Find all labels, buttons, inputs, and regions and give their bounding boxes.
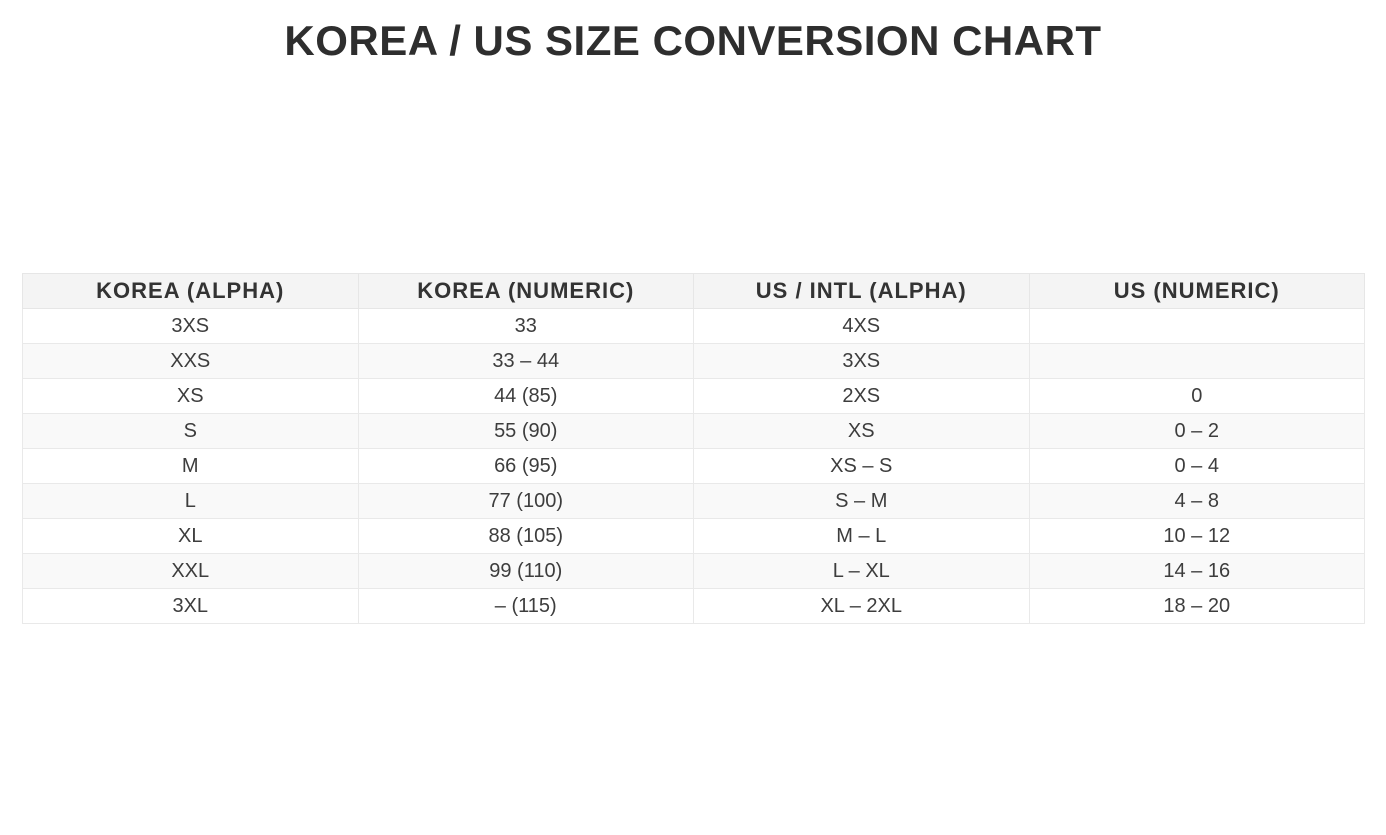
table-cell: 0 – 2	[1028, 413, 1365, 450]
size-conversion-table-container: KOREA (ALPHA) KOREA (NUMERIC) US / INTL (A…	[22, 272, 1365, 625]
table-cell: 33	[357, 308, 694, 345]
table-cell: L – XL	[693, 553, 1030, 590]
table-body: 3XS 33 4XS XXS 33 – 44 3XS XS 44 (85) 2XS 0 S 55 (9…	[22, 308, 1365, 625]
table-cell: 88 (105)	[357, 518, 694, 555]
table-cell: 66 (95)	[357, 448, 694, 485]
table-cell: M	[22, 448, 359, 485]
table-cell: 77 (100)	[357, 483, 694, 520]
column-header: KOREA (ALPHA)	[22, 272, 359, 310]
table-cell: XS – S	[693, 448, 1030, 485]
table-cell: 4XS	[693, 308, 1030, 345]
table-cell: XL	[22, 518, 359, 555]
table-cell: XXS	[22, 343, 359, 380]
table-row: 3XL – (115) XL – 2XL 18 – 20	[22, 588, 1365, 625]
table-cell: S – M	[693, 483, 1030, 520]
table-cell: XS	[693, 413, 1030, 450]
table-cell: 2XS	[693, 378, 1030, 415]
table-cell: S	[22, 413, 359, 450]
table-cell: XL – 2XL	[693, 588, 1030, 625]
table-row: XS 44 (85) 2XS 0	[22, 378, 1365, 415]
table-cell: 55 (90)	[357, 413, 694, 450]
table-cell: 18 – 20	[1028, 588, 1365, 625]
table-cell: XS	[22, 378, 359, 415]
table-cell: – (115)	[357, 588, 694, 625]
table-cell: 3XS	[22, 308, 359, 345]
page-title: KOREA / US SIZE CONVERSION CHART	[284, 17, 1102, 64]
table-row: XXS 33 – 44 3XS	[22, 343, 1365, 380]
table-cell: 0	[1028, 378, 1365, 415]
column-header: US (NUMERIC)	[1028, 272, 1365, 310]
table-header: KOREA (ALPHA) KOREA (NUMERIC) US / INTL (A…	[22, 272, 1365, 310]
table-row: S 55 (90) XS 0 – 2	[22, 413, 1365, 450]
table-cell: 3XL	[22, 588, 359, 625]
table-cell: 0 – 4	[1028, 448, 1365, 485]
table-cell: 3XS	[693, 343, 1030, 380]
table-header-row: KOREA (ALPHA) KOREA (NUMERIC) US / INTL (A…	[22, 272, 1365, 310]
table-cell: M – L	[693, 518, 1030, 555]
table-row: XL 88 (105) M – L 10 – 12	[22, 518, 1365, 555]
table-cell: 33 – 44	[357, 343, 694, 380]
table-cell: 14 – 16	[1028, 553, 1365, 590]
size-conversion-table: KOREA (ALPHA) KOREA (NUMERIC) US / INTL (A…	[22, 272, 1365, 625]
table-cell: 4 – 8	[1028, 483, 1365, 520]
table-cell: XXL	[22, 553, 359, 590]
column-header: US / INTL (ALPHA)	[693, 272, 1030, 310]
table-cell: 10 – 12	[1028, 518, 1365, 555]
table-row: 3XS 33 4XS	[22, 308, 1365, 345]
column-header: KOREA (NUMERIC)	[357, 272, 694, 310]
table-row: XXL 99 (110) L – XL 14 – 16	[22, 553, 1365, 590]
table-cell	[1028, 308, 1365, 345]
table-cell: 99 (110)	[357, 553, 694, 590]
table-cell	[1028, 343, 1365, 380]
table-cell: L	[22, 483, 359, 520]
table-cell: 44 (85)	[357, 378, 694, 415]
